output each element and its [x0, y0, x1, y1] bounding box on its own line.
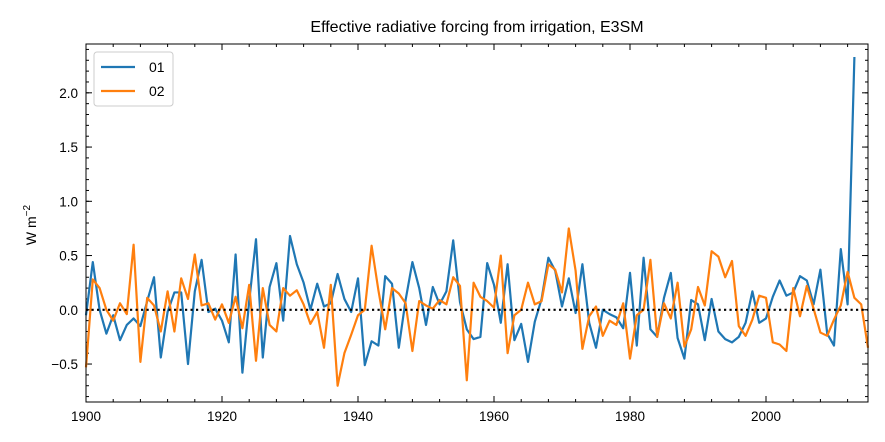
- x-tick-label: 1920: [207, 409, 237, 424]
- legend: 01 02: [93, 51, 174, 107]
- x-tick-label: 1980: [615, 409, 645, 424]
- x-tick-label: 2000: [751, 409, 781, 424]
- axes-frame: [85, 43, 869, 403]
- chart-title: Effective radiative forcing from irrigat…: [310, 19, 643, 36]
- y-axis-label-unit: W m: [23, 216, 39, 245]
- plot-area: 1900 1920 1940 1960 1980 2000 −0.5 0.0 0.5 1.0 1.5…: [51, 43, 870, 424]
- x-tick-label: 1960: [479, 409, 509, 424]
- legend-label-02: 02: [149, 83, 165, 99]
- x-tick-label: 1900: [71, 409, 101, 424]
- legend-label-01: 01: [149, 59, 165, 75]
- y-tick-label: 1.5: [59, 140, 78, 155]
- y-axis-label-exponent: −2: [22, 204, 33, 216]
- series-line-02: [84, 227, 870, 387]
- x-tick-label: 1940: [343, 409, 373, 424]
- legend-box: [93, 51, 174, 107]
- y-axis-label: W m−2: [22, 204, 39, 245]
- y-tick-label: 1.0: [59, 194, 78, 209]
- y-tick-label: 0.0: [59, 303, 78, 318]
- y-tick-label: 2.0: [59, 86, 78, 101]
- y-tick-label: −0.5: [51, 357, 78, 372]
- y-tick-label: 0.5: [59, 249, 78, 264]
